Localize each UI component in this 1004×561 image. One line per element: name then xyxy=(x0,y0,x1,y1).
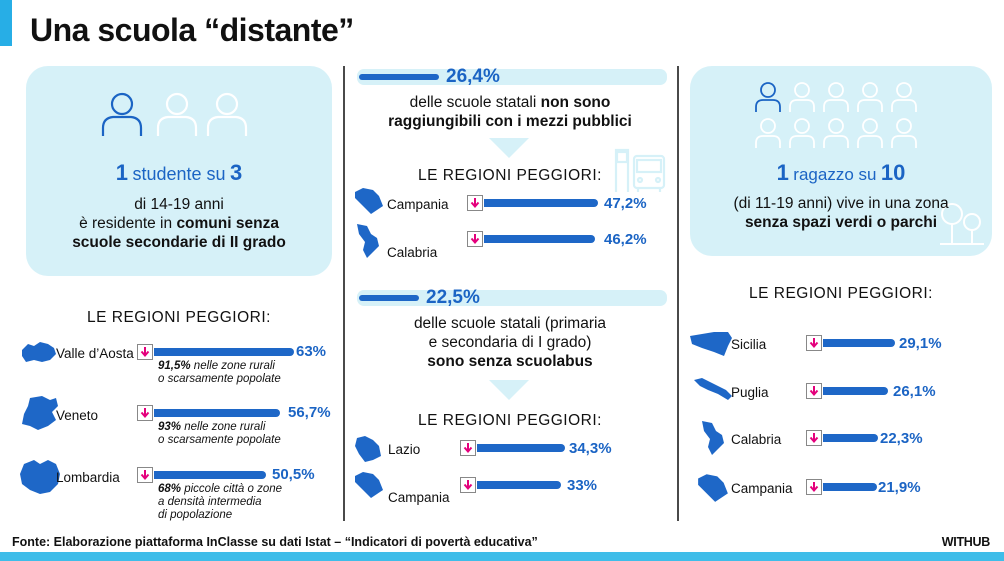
campania-map-icon xyxy=(698,474,728,502)
value-calabria-parks: 22,3% xyxy=(880,430,923,447)
bar-puglia xyxy=(823,387,888,395)
bar-calabria-parks xyxy=(823,434,878,442)
region-name: Veneto xyxy=(56,408,99,423)
region-name: Sicilia xyxy=(731,337,767,352)
stat1-pill xyxy=(357,69,667,85)
tree-icon xyxy=(940,203,984,245)
value-puglia: 26,1% xyxy=(893,383,936,400)
bar-campania-parks xyxy=(823,483,877,491)
region-name: Lazio xyxy=(388,442,421,457)
down-arrow-icon xyxy=(806,335,822,351)
title-accent-bar xyxy=(0,0,12,46)
stat1-desc: delle scuole statali non sono raggiungib… xyxy=(388,94,632,130)
region-name: Campania xyxy=(388,490,450,505)
left-stat-num-b: 3 xyxy=(229,160,243,185)
footer-accent-bar xyxy=(0,552,1004,561)
down-arrow-icon xyxy=(467,231,483,247)
puglia-map-icon xyxy=(694,378,732,400)
bar-campania-scuolabus xyxy=(477,481,561,489)
source-note: Fonte: Elaborazione piattaforma InClasse… xyxy=(12,535,538,549)
value-sicilia: 29,1% xyxy=(899,335,942,352)
left-line2-bold: comuni senza xyxy=(176,215,279,232)
right-stat-mid: ragazzo su xyxy=(793,165,877,184)
stat1-bar xyxy=(359,74,439,80)
stat1-value: 26,4% xyxy=(446,66,500,87)
bar-lazio-scuolabus xyxy=(477,444,565,452)
column-divider-left xyxy=(343,66,345,521)
left-stat-desc: di 14-19 anni è residente in comuni senz… xyxy=(26,195,332,252)
left-line3-bold: scuole secondarie di II grado xyxy=(72,234,286,251)
sicilia-map-icon xyxy=(690,332,732,356)
note-lombardia: 68% piccole città o zone a densità inter… xyxy=(158,483,283,521)
stat2-bar xyxy=(359,295,419,301)
left-stat-headline: 1 studente su 3 xyxy=(26,160,332,186)
bar-campania-transport xyxy=(484,199,598,207)
brand-logo: WITHUB xyxy=(941,535,991,549)
stat2-arrow-tail xyxy=(489,380,529,400)
down-arrow-icon xyxy=(806,383,822,399)
value-campania-parks: 21,9% xyxy=(878,479,921,496)
region-name: Valle d’Aosta xyxy=(56,346,134,361)
region-name: Campania xyxy=(387,197,449,212)
region-name: Puglia xyxy=(731,385,769,400)
note-valle-daosta: 91,5% nelle zone rurali o scarsamente po… xyxy=(158,360,281,385)
value-campania-transport: 47,2% xyxy=(604,195,647,212)
left-regions-header: LE REGIONI PEGGIORI: xyxy=(87,309,271,326)
left-stat-bubble xyxy=(26,66,332,276)
down-arrow-icon xyxy=(467,195,483,211)
column-divider-right xyxy=(677,66,679,521)
valle-daosta-map-icon xyxy=(22,342,56,362)
right-stat-bubble xyxy=(690,66,992,256)
veneto-map-icon xyxy=(22,396,58,430)
right-stat-num-b: 10 xyxy=(880,160,906,185)
bar-sicilia xyxy=(823,339,895,347)
campania-map-icon xyxy=(355,188,383,214)
bar-valle-daosta xyxy=(154,348,294,356)
region-name: Lombardia xyxy=(56,470,120,485)
kids-icon xyxy=(755,82,917,148)
stat2-pill xyxy=(357,290,667,306)
value-lazio-scuolabus: 34,3% xyxy=(569,440,612,457)
value-valle-daosta: 63% xyxy=(296,343,327,360)
down-arrow-icon xyxy=(137,344,153,360)
down-arrow-icon xyxy=(806,479,822,495)
students-icon xyxy=(101,92,248,136)
lazio-map-icon xyxy=(355,436,381,462)
stat1-arrow-tail xyxy=(489,138,529,158)
value-campania-scuolabus: 33% xyxy=(567,477,598,494)
down-arrow-icon xyxy=(460,440,476,456)
right-regions-header: LE REGIONI PEGGIORI: xyxy=(749,285,933,302)
bar-lombardia xyxy=(154,471,266,479)
left-line1: di 14-19 anni xyxy=(134,196,224,213)
page-title: Una scuola “distante” xyxy=(30,12,354,48)
region-name: Campania xyxy=(731,481,793,496)
value-calabria-transport: 46,2% xyxy=(604,231,647,248)
calabria-map-icon xyxy=(702,421,724,455)
right-stat-desc: (di 11-19 anni) vive in una zona senza s… xyxy=(733,195,949,231)
note-veneto: 93% nelle zone rurali o scarsamente popo… xyxy=(158,421,281,446)
bus-stop-icon xyxy=(614,148,666,192)
value-lombardia: 50,5% xyxy=(272,466,315,483)
value-veneto: 56,7% xyxy=(288,404,331,421)
down-arrow-icon xyxy=(806,430,822,446)
bar-veneto xyxy=(154,409,280,417)
bar-calabria-transport xyxy=(484,235,595,243)
right-stat-num-a: 1 xyxy=(776,160,789,185)
left-stat-num-a: 1 xyxy=(115,160,128,185)
left-stat-mid: studente su xyxy=(132,164,226,184)
stat2-value: 22,5% xyxy=(426,287,480,308)
lombardia-map-icon xyxy=(20,460,60,494)
region-name: Calabria xyxy=(387,245,438,260)
down-arrow-icon xyxy=(460,477,476,493)
down-arrow-icon xyxy=(137,405,153,421)
calabria-map-icon xyxy=(357,224,379,258)
down-arrow-icon xyxy=(137,467,153,483)
left-line2-pre: è residente in xyxy=(79,215,173,232)
region-name: Calabria xyxy=(731,432,782,447)
stat2-desc: delle scuole statali (primaria e seconda… xyxy=(413,315,607,370)
campania-map-icon xyxy=(355,472,383,498)
middle-regions1-header: LE REGIONI PEGGIORI: xyxy=(418,167,602,184)
right-stat-headline: 1 ragazzo su 10 xyxy=(690,160,992,186)
middle-regions2-header: LE REGIONI PEGGIORI: xyxy=(418,412,602,429)
